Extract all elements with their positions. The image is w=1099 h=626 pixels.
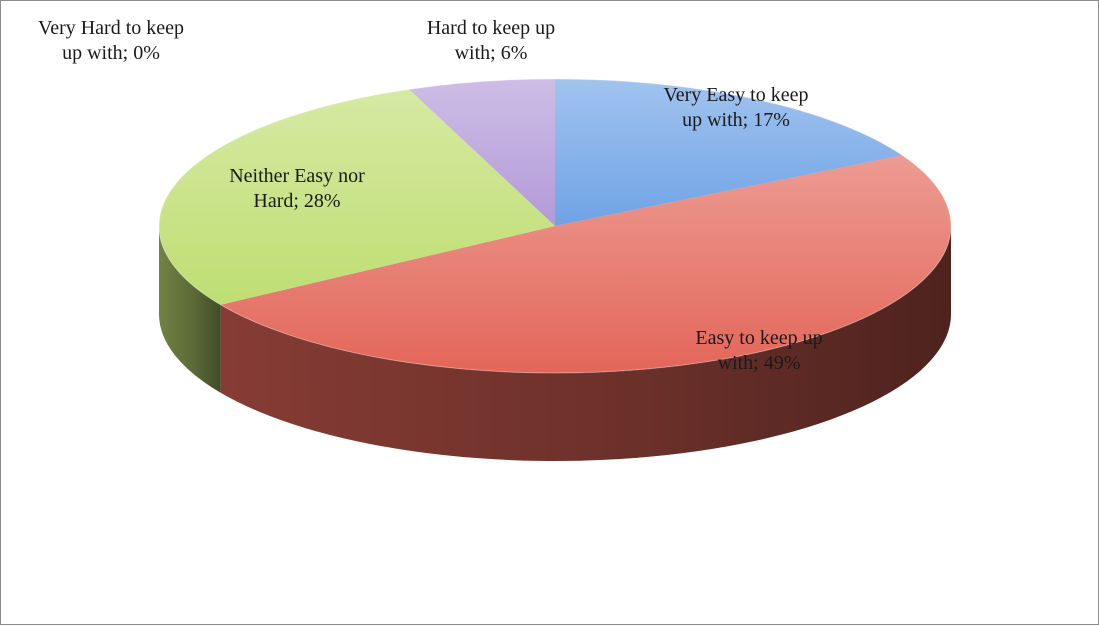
pie-rim (158, 78, 952, 374)
pie-slice-sheen-easy-to-keep-up-with (220, 155, 952, 374)
data-label-hard-to-keep-up-with: Hard to keep up with; 6% (427, 17, 555, 64)
data-label-line: Very Easy to keep (664, 84, 809, 106)
data-label-line: Easy to keep up (695, 327, 822, 349)
pie-slice-sheen-neither-easy-nor-hard (159, 89, 555, 305)
data-label-line: up with; 0% (62, 42, 160, 64)
pie-side-shade-neither-easy-nor-hard (159, 226, 221, 393)
data-label-line: Hard; 28% (253, 190, 340, 212)
data-label-very-easy-to-keep-up-with: Very Easy to keep up with; 17% (664, 84, 809, 131)
data-label-easy-to-keep-up-with: Easy to keep up with; 49% (695, 327, 822, 374)
pie-slice-sheen-very-easy-to-keep-up-with (555, 79, 903, 226)
pie-sides (159, 226, 952, 461)
data-label-line: up with; 17% (682, 109, 790, 131)
data-label-line: Hard to keep up (427, 17, 555, 39)
pie-tops (158, 78, 952, 374)
data-label-line: Neither Easy nor (229, 165, 365, 187)
pie-side-shade-easy-to-keep-up-with (220, 226, 952, 461)
data-label-neither-easy-nor-hard: Neither Easy nor Hard; 28% (229, 165, 365, 212)
data-label-line: with; 49% (718, 352, 801, 374)
pie-labels: Very Easy to keep up with; 17% Easy to kee… (38, 17, 823, 374)
data-label-line: Very Hard to keep (38, 17, 184, 39)
data-label-very-hard-to-keep-up-with: Very Hard to keep up with; 0% (38, 17, 184, 64)
pie-slice-sheen-hard-to-keep-up-with (409, 79, 555, 226)
data-label-line: with; 6% (455, 42, 528, 64)
